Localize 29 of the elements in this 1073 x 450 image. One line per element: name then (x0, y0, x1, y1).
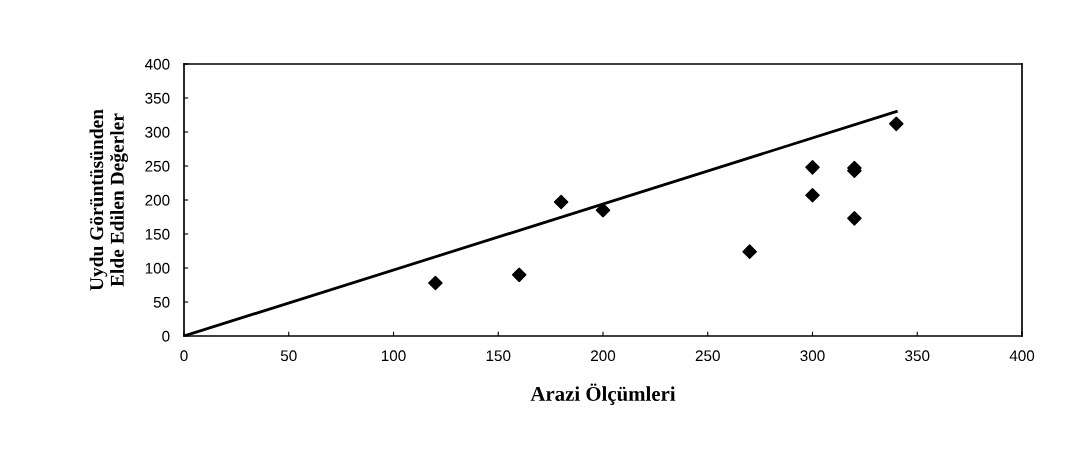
x-tick-label: 50 (280, 350, 297, 362)
y-tick-label: 100 (145, 262, 170, 274)
y-tick-label: 150 (145, 228, 170, 240)
point (595, 202, 611, 218)
x-tick-label: 350 (905, 350, 930, 362)
x-tick-label: 300 (800, 350, 825, 362)
x-tick-label: 200 (591, 350, 616, 362)
x-tick-label: 400 (1009, 350, 1035, 362)
point (805, 160, 820, 175)
point (889, 116, 904, 132)
y-tick-label: 300 (145, 126, 170, 138)
point (428, 275, 443, 291)
x-tick-label: 100 (381, 350, 406, 362)
y-tick-label: 200 (145, 194, 170, 206)
x-tick-label: 250 (695, 350, 720, 362)
y-tick-label: 350 (145, 92, 170, 104)
point (511, 267, 527, 283)
y-tick-label: 250 (145, 160, 170, 172)
y-tick-label: 50 (153, 296, 170, 308)
point (805, 187, 820, 203)
point (553, 194, 569, 210)
x-tick-label: 0 (180, 350, 188, 362)
point (742, 244, 757, 259)
y-axis-title: Uydu Görüntüsünden Elde Edilen Değerler (89, 109, 128, 291)
x-axis-title: Arazi Ölçümleri (530, 383, 676, 405)
y-tick-label: 400 (144, 58, 170, 70)
x-tick-label: 150 (486, 350, 511, 362)
point (847, 211, 862, 226)
y-tick-label: 0 (162, 330, 170, 342)
